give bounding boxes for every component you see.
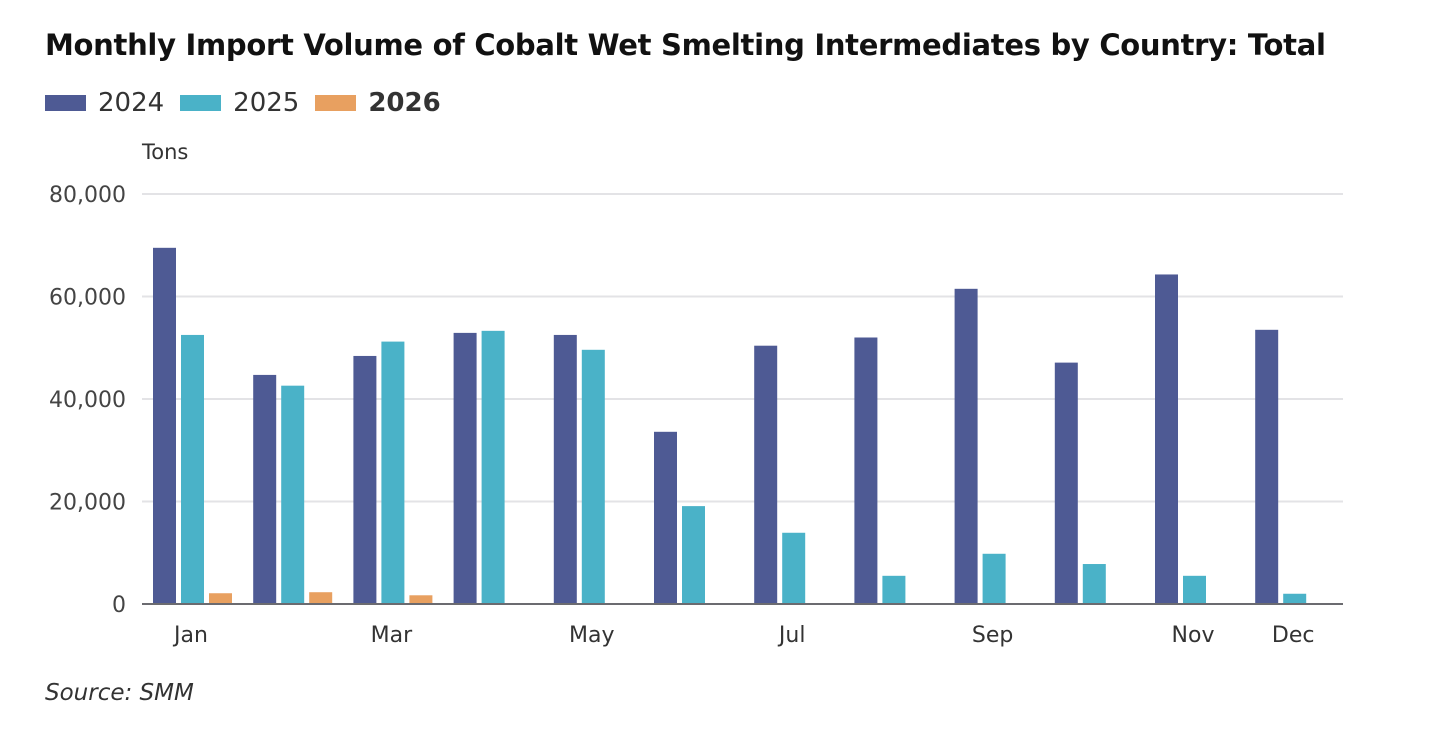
x-tick-label: May bbox=[569, 623, 614, 648]
source-note: Source: SMM bbox=[45, 680, 194, 706]
legend-swatch-2026 bbox=[315, 95, 357, 111]
y-tick-label: 20,000 bbox=[49, 491, 126, 516]
y-tick-label: 40,000 bbox=[49, 388, 126, 413]
legend-item-2024: 2024 bbox=[45, 88, 164, 118]
legend-swatch-2024 bbox=[45, 95, 86, 111]
bar-2025-may bbox=[581, 349, 605, 604]
x-tick-label: Jan bbox=[172, 623, 208, 648]
bar-2024-oct bbox=[1054, 362, 1078, 604]
bar-2024-aug bbox=[854, 337, 878, 604]
legend: 2024 2025 2026 bbox=[45, 88, 457, 118]
bar-2025-oct bbox=[1082, 564, 1106, 604]
bar-2024-jul bbox=[754, 345, 778, 604]
bar-2024-feb bbox=[253, 374, 277, 604]
bar-2024-sep bbox=[954, 288, 978, 604]
bar-2026-mar bbox=[409, 595, 433, 604]
bar-2024-mar bbox=[353, 355, 377, 604]
bar-2024-apr bbox=[453, 332, 477, 604]
y-axis-unit-label: Tons bbox=[142, 140, 189, 164]
x-tick-label: Jul bbox=[777, 623, 806, 648]
x-tick-label: Sep bbox=[972, 623, 1013, 648]
bar-2024-nov bbox=[1155, 274, 1178, 604]
legend-item-2025: 2025 bbox=[180, 88, 299, 118]
y-tick-label: 0 bbox=[112, 593, 126, 618]
legend-label-2026: 2026 bbox=[368, 88, 441, 118]
legend-item-2026: 2026 bbox=[315, 88, 441, 118]
bar-2025-jun bbox=[682, 506, 705, 604]
bar-2025-jan bbox=[181, 334, 204, 604]
bar-2024-dec bbox=[1255, 329, 1279, 604]
bar-2025-jul bbox=[782, 532, 806, 604]
bar-2025-sep bbox=[982, 553, 1006, 604]
y-tick-label: 60,000 bbox=[49, 286, 126, 311]
bar-2024-jan bbox=[153, 247, 176, 604]
bar-2026-feb bbox=[309, 592, 333, 604]
bar-2026-jan bbox=[209, 593, 232, 604]
x-tick-label: Mar bbox=[371, 623, 413, 648]
bar-2025-nov bbox=[1183, 575, 1206, 604]
x-tick-label: Nov bbox=[1172, 623, 1215, 648]
y-tick-label: 80,000 bbox=[49, 183, 126, 208]
x-tick-label: Dec bbox=[1272, 623, 1315, 648]
bar-2025-mar bbox=[381, 341, 405, 604]
bar-2025-dec bbox=[1283, 593, 1307, 604]
bar-2024-jun bbox=[654, 431, 677, 604]
legend-label-2024: 2024 bbox=[98, 88, 165, 118]
bar-2025-apr bbox=[481, 330, 505, 604]
bar-2025-feb bbox=[281, 385, 305, 604]
bar-2024-may bbox=[553, 334, 577, 604]
legend-swatch-2025 bbox=[180, 95, 222, 111]
chart-title: Monthly Import Volume of Cobalt Wet Smel… bbox=[45, 28, 1326, 62]
bar-2025-aug bbox=[882, 575, 906, 604]
legend-label-2025: 2025 bbox=[233, 88, 300, 118]
